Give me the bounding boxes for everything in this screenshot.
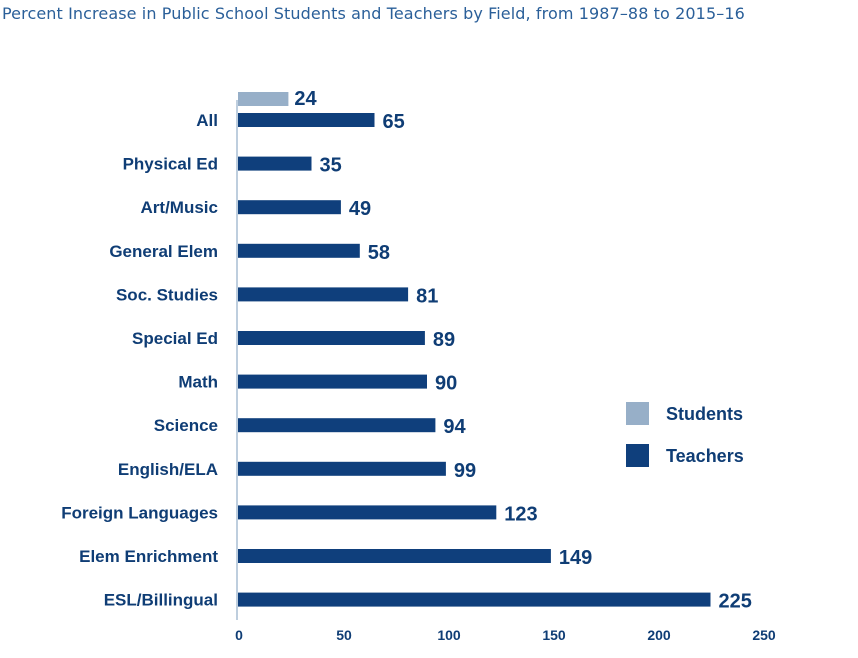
teachers-bar <box>238 287 409 302</box>
x-tick-label: 0 <box>235 627 243 643</box>
teachers-bar <box>238 549 551 563</box>
legend-swatch-teachers <box>626 444 649 467</box>
category-label: English/ELA <box>118 460 218 479</box>
teachers-value-label: 58 <box>368 242 390 264</box>
teachers-value-label: 99 <box>454 460 476 482</box>
x-tick-label: 200 <box>647 627 671 643</box>
x-tick-label: 150 <box>542 627 566 643</box>
teachers-bar <box>238 200 341 215</box>
legend-label-teachers: Teachers <box>666 446 744 466</box>
category-label: Foreign Languages <box>61 503 218 522</box>
category-label: Elem Enrichment <box>79 547 218 566</box>
teachers-bar <box>238 243 360 258</box>
category-label: Physical Ed <box>123 155 218 174</box>
category-label: Science <box>154 416 218 435</box>
x-tick-label: 250 <box>752 627 776 643</box>
category-label: General Elem <box>109 242 218 261</box>
teachers-value-label: 35 <box>320 155 342 177</box>
category-label: All <box>196 111 218 130</box>
teachers-bar <box>238 505 497 520</box>
teachers-bar <box>238 113 375 127</box>
teachers-value-label: 89 <box>433 329 455 351</box>
teachers-bar <box>238 592 711 607</box>
students-bar <box>238 92 289 106</box>
teachers-bar <box>238 374 427 389</box>
category-label: Soc. Studies <box>116 285 218 304</box>
teachers-value-label: 94 <box>443 416 466 438</box>
teachers-value-label: 225 <box>719 591 752 613</box>
teachers-value-label: 123 <box>504 503 537 525</box>
teachers-value-label: 49 <box>349 198 371 220</box>
category-label: ESL/Billingual <box>104 591 218 610</box>
category-label: Art/Music <box>141 198 218 217</box>
category-label: Special Ed <box>132 329 218 348</box>
legend-swatch-students <box>626 402 649 425</box>
chart-title: Percent Increase in Public School Studen… <box>2 4 745 23</box>
teachers-bar <box>238 156 312 171</box>
students-value-label: 24 <box>294 88 317 110</box>
x-tick-label: 100 <box>437 627 461 643</box>
teachers-bar <box>238 331 425 345</box>
teachers-value-label: 65 <box>383 111 405 133</box>
category-label: Math <box>178 373 218 392</box>
teachers-value-label: 81 <box>416 285 438 307</box>
teachers-value-label: 90 <box>435 373 457 395</box>
legend-label-students: Students <box>666 404 743 424</box>
teachers-value-label: 149 <box>559 547 592 569</box>
teachers-bar <box>238 418 436 433</box>
x-tick-label: 50 <box>336 627 352 643</box>
teachers-bar <box>238 461 446 476</box>
